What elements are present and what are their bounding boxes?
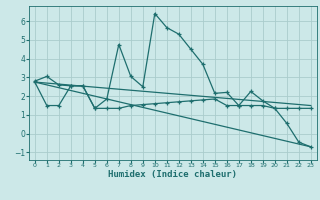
X-axis label: Humidex (Indice chaleur): Humidex (Indice chaleur) [108, 170, 237, 179]
